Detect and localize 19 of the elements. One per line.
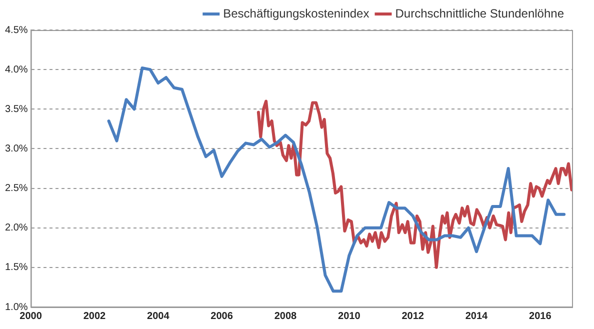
x-tick-label: 2008	[274, 310, 298, 322]
x-tick-label: 2000	[20, 310, 42, 322]
x-tick-label: 2004	[147, 310, 170, 322]
y-tick-label: 2.5%	[4, 183, 28, 194]
y-tick-label: 3.5%	[4, 104, 28, 115]
y-tick-label: 4.5%	[4, 24, 28, 36]
x-tick-label: 2014	[465, 310, 488, 322]
legend-label: Beschäftigungskostenindex	[223, 6, 370, 20]
x-tick-label: 2010	[338, 310, 361, 322]
y-tick-label: 3.0%	[4, 143, 28, 154]
x-tick-label: 2002	[83, 310, 106, 322]
x-tick-label: 2006	[210, 310, 234, 322]
legend-label: Durchschnittliche Stundenlöhne	[395, 6, 564, 20]
x-tick-label: 2016	[529, 310, 552, 322]
y-tick-label: 1.0%	[4, 302, 28, 313]
x-tick-label: 2012	[402, 310, 424, 322]
y-tick-label: 4.0%	[4, 64, 28, 76]
y-tick-label: 2.0%	[4, 222, 28, 234]
y-tick-label: 1.5%	[4, 262, 28, 274]
